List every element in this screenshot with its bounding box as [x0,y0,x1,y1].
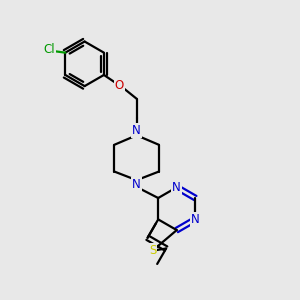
Text: N: N [132,178,141,191]
Text: N: N [191,213,200,226]
Text: S: S [149,244,156,257]
Text: N: N [172,181,181,194]
Text: N: N [132,124,141,137]
Text: O: O [115,79,124,92]
Text: Cl: Cl [43,43,55,56]
